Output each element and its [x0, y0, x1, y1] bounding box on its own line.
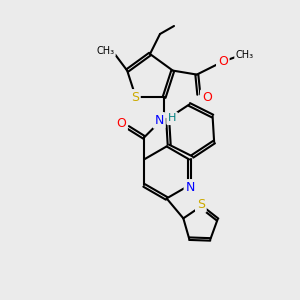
Text: O: O [218, 55, 228, 68]
Text: N: N [154, 114, 164, 127]
Text: S: S [197, 198, 205, 211]
Text: O: O [202, 91, 212, 104]
Text: S: S [131, 91, 139, 104]
Text: CH₃: CH₃ [96, 46, 114, 56]
Text: CH₃: CH₃ [236, 50, 254, 60]
Text: H: H [168, 113, 176, 123]
Text: N: N [185, 181, 195, 194]
Text: O: O [116, 117, 126, 130]
